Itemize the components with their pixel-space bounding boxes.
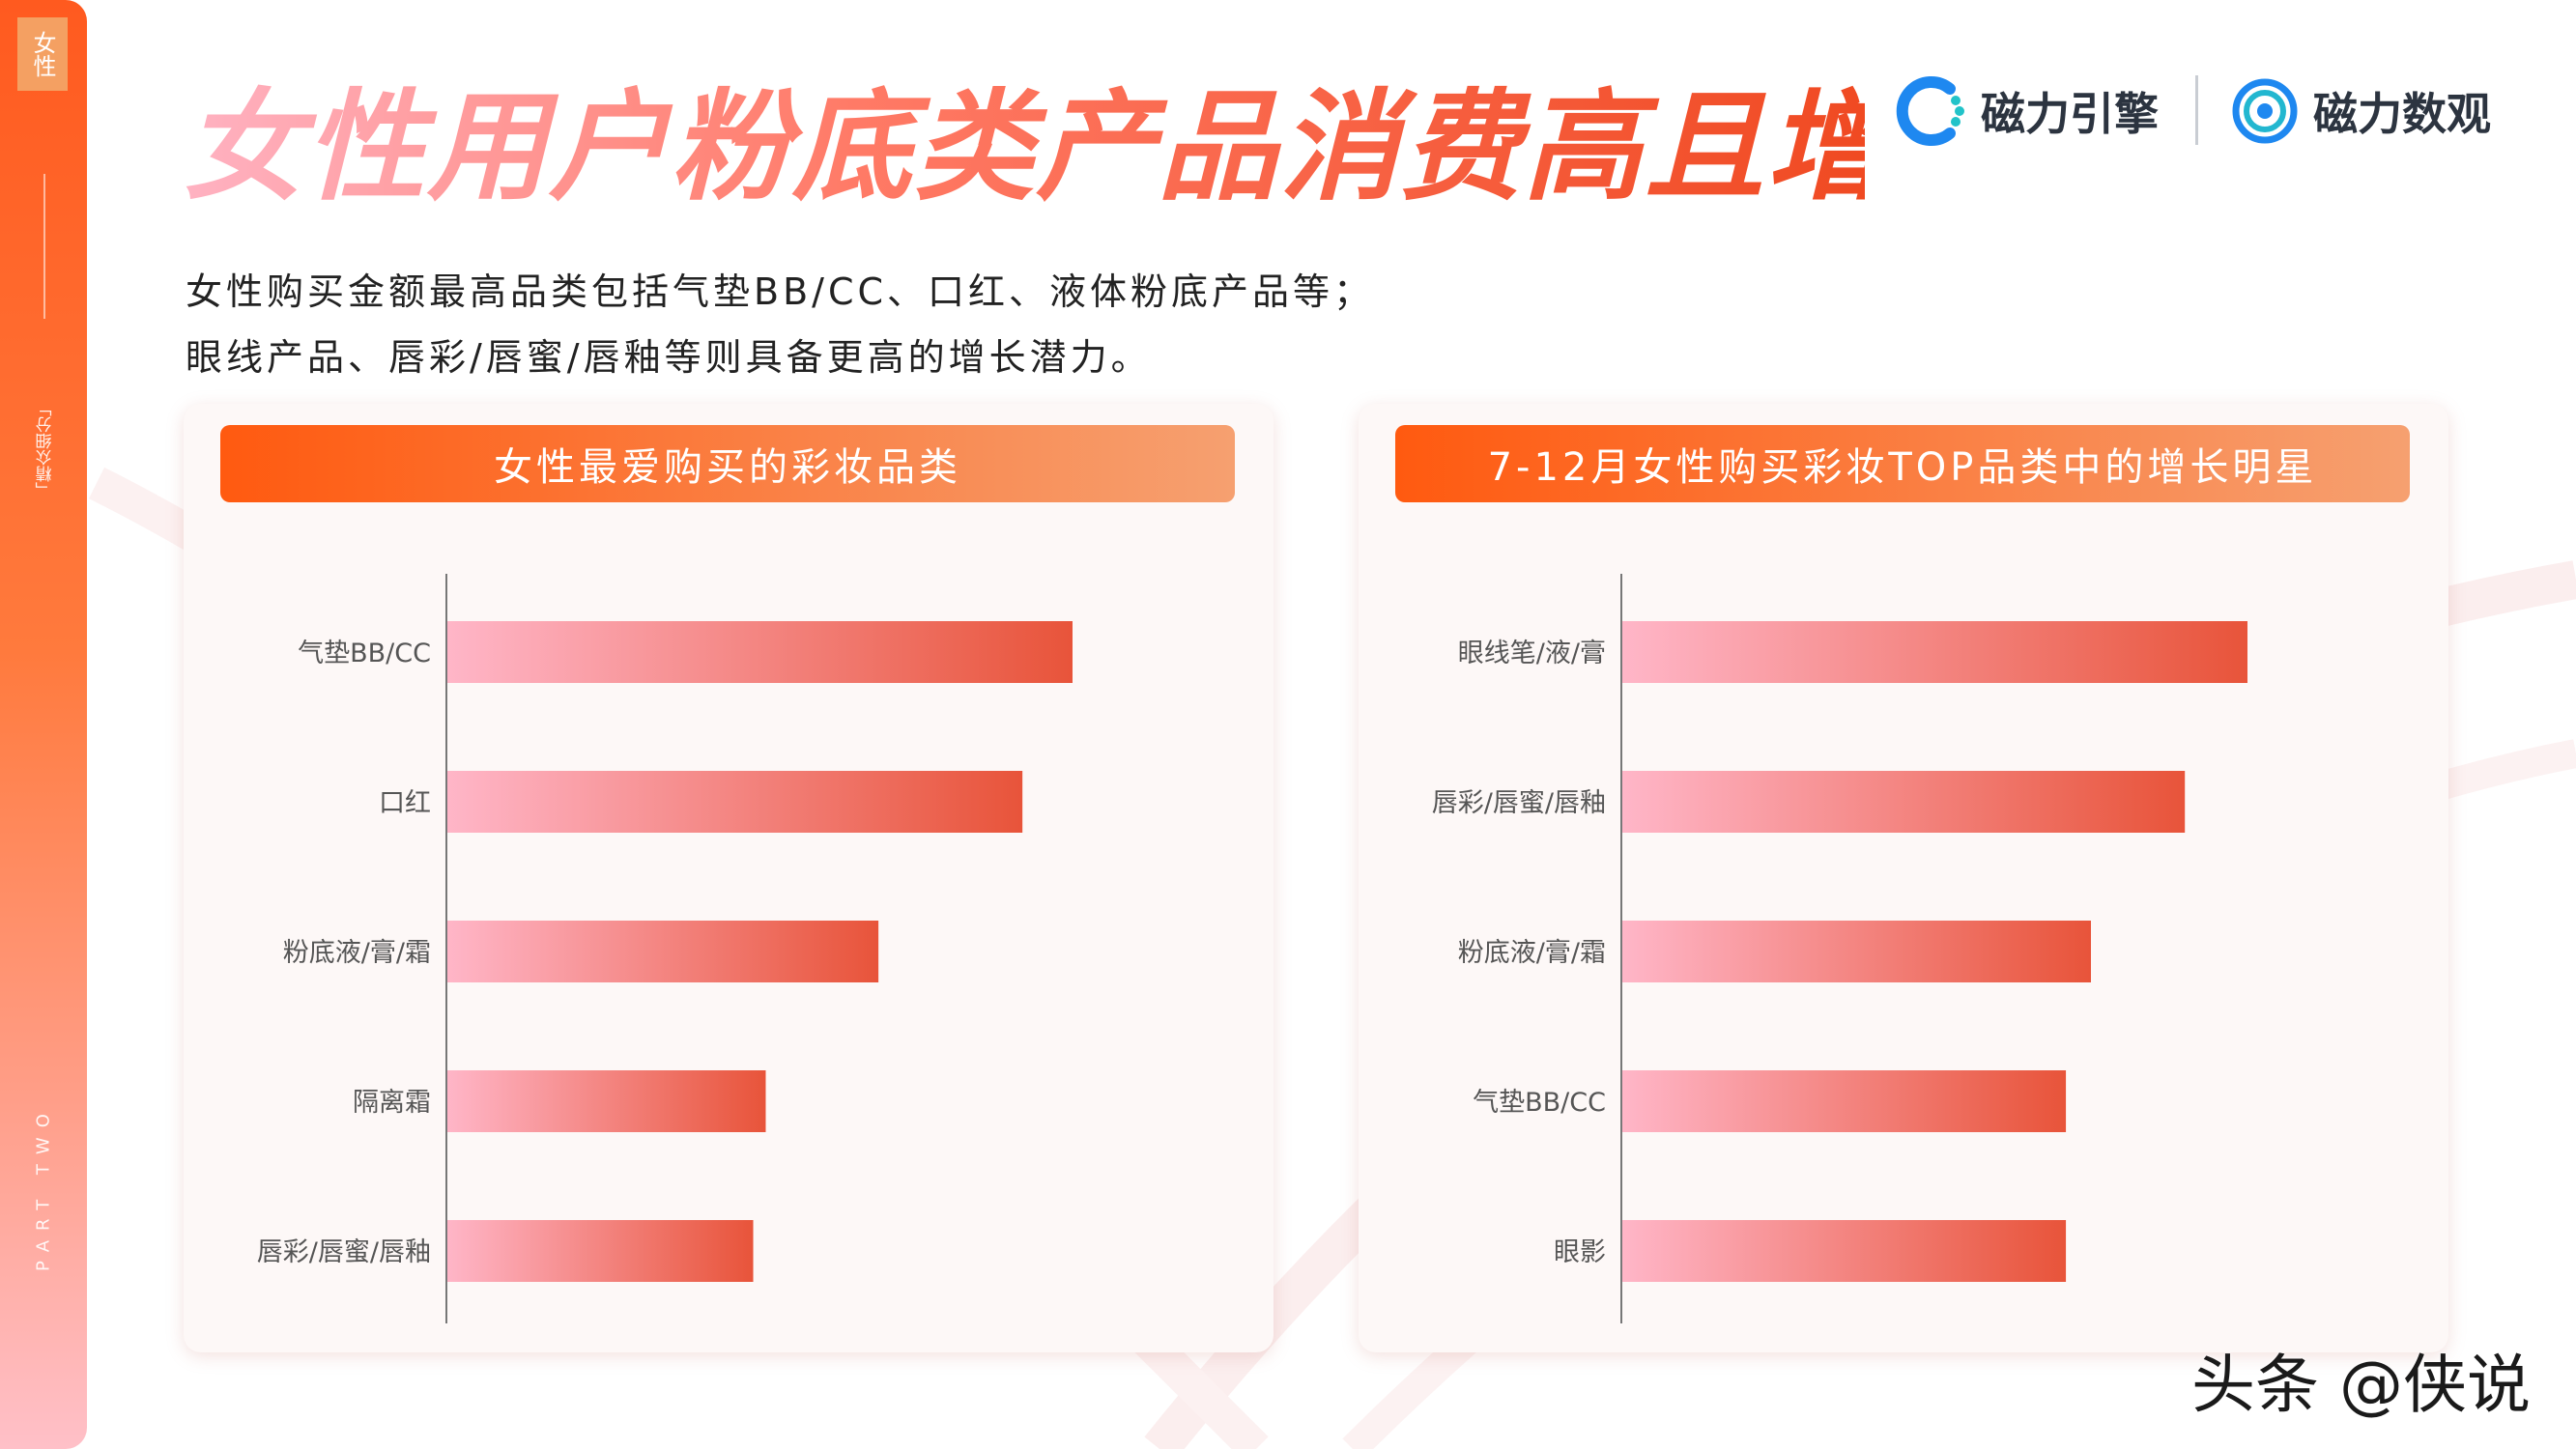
logo-divider bbox=[2195, 75, 2198, 145]
bar-2 bbox=[1621, 771, 2186, 833]
sidebar-section-label: 「精众细分」 bbox=[36, 400, 56, 498]
category-label-3: 粉底液/膏/霜 bbox=[1458, 938, 1606, 968]
chart-card-growth-stars: 眼线笔/液/膏唇彩/唇蜜/唇釉粉底液/膏/霜气垫BB/CC 眼影 7-12月女性购… bbox=[1359, 404, 2448, 1352]
sidebar-tag: 女性 bbox=[17, 17, 68, 91]
subtitle-line-2: 眼线产品、唇彩/唇蜜/唇釉等则具备更高的增长潜力。 bbox=[186, 336, 1152, 379]
category-label-3: 粉底液/膏/霜 bbox=[283, 938, 431, 968]
bar-3 bbox=[446, 921, 879, 982]
bar-1 bbox=[446, 621, 1073, 683]
logo-cili-engine: 磁力引擎 bbox=[1892, 68, 2159, 155]
logo-left-text: 磁力引擎 bbox=[1981, 88, 2159, 140]
sidebar-strip: 女性 「精众细分」 PART TWO bbox=[0, 0, 87, 1449]
bar-5 bbox=[1621, 1220, 2067, 1282]
category-label-4: 气垫BB/CC bbox=[1473, 1088, 1606, 1118]
subtitle: 女性购买金额最高品类包括气垫BB/CC、口红、液体粉底产品等； 眼线产品、唇彩/… bbox=[186, 259, 1732, 390]
bar-5 bbox=[446, 1220, 754, 1282]
watermark: 头条 @侠说 bbox=[2191, 1348, 2531, 1422]
card-header-favorite-categories: 女性最爱购买的彩妆品类 bbox=[220, 425, 1235, 502]
bar-4 bbox=[1621, 1070, 2067, 1132]
bar-4 bbox=[446, 1070, 766, 1132]
category-label-2: 口红 bbox=[379, 788, 431, 818]
subtitle-line-1: 女性购买金额最高品类包括气垫BB/CC、口红、液体粉底产品等； bbox=[186, 270, 1375, 313]
bar-1 bbox=[1621, 621, 2247, 683]
card-header-growth-stars: 7-12月女性购买彩妆TOP品类中的增长明星 bbox=[1395, 425, 2410, 502]
bar-2 bbox=[446, 771, 1023, 833]
category-label-1: 气垫BB/CC bbox=[298, 639, 431, 668]
chart-card-favorite-categories: 气垫BB/CC 口红粉底液/膏/霜隔离霜唇彩/唇蜜/唇釉 女性最爱购买的彩妆品类 bbox=[184, 404, 1274, 1352]
cili-data-logo-icon bbox=[2232, 78, 2298, 144]
category-label-2: 唇彩/唇蜜/唇釉 bbox=[1432, 788, 1606, 818]
sidebar-part-label: PART TWO bbox=[33, 1104, 54, 1272]
category-label-5: 眼影 bbox=[1554, 1237, 1606, 1267]
page-title: 女性用户粉底类产品消费高且增速快 bbox=[184, 75, 2130, 220]
logo-cili-data: 磁力数观 bbox=[2230, 68, 2491, 155]
cili-engine-logo-icon bbox=[1896, 76, 1964, 146]
category-label-1: 眼线笔/液/膏 bbox=[1458, 639, 1606, 668]
category-label-5: 唇彩/唇蜜/唇釉 bbox=[257, 1237, 431, 1267]
sidebar-divider bbox=[43, 174, 45, 319]
logo-right-text: 磁力数观 bbox=[2313, 88, 2491, 140]
category-label-4: 隔离霜 bbox=[353, 1088, 431, 1118]
bar-3 bbox=[1621, 921, 2091, 982]
